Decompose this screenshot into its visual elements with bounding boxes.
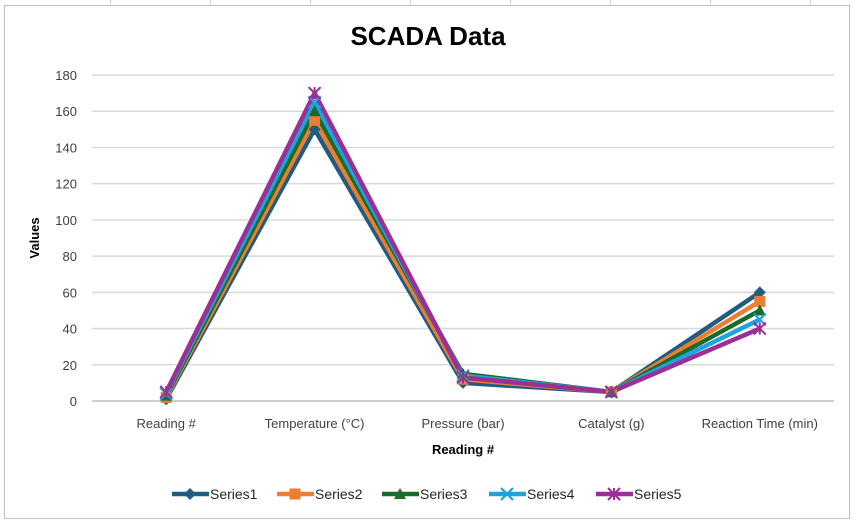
y-tick-label: 40 bbox=[63, 322, 77, 337]
x-tick-label: Catalyst (g) bbox=[578, 416, 644, 431]
chart-title: SCADA Data bbox=[350, 21, 506, 51]
x-axis-ticks: Reading # Temperature (°C) Pressure (bar) C… bbox=[137, 416, 818, 431]
y-axis-ticks: 0 20 40 60 80 100 120 140 160 180 bbox=[55, 68, 77, 409]
y-tick-label: 180 bbox=[55, 68, 77, 83]
data-point[interactable] bbox=[290, 489, 301, 500]
series-lines bbox=[160, 87, 766, 405]
y-axis-title: Values bbox=[27, 217, 42, 258]
x-tick-label: Pressure (bar) bbox=[421, 416, 504, 431]
x-tick-label: Reaction Time (min) bbox=[702, 416, 818, 431]
legend-label: Series5 bbox=[634, 486, 682, 502]
legend-label: Series2 bbox=[315, 486, 363, 502]
y-tick-label: 80 bbox=[63, 249, 77, 264]
y-tick-label: 140 bbox=[55, 140, 77, 155]
legend-label: Series4 bbox=[527, 486, 575, 502]
data-point[interactable] bbox=[184, 488, 196, 500]
legend-item[interactable]: Series2 bbox=[277, 486, 363, 502]
series-line[interactable] bbox=[166, 120, 760, 397]
gridlines bbox=[92, 75, 834, 401]
legend-item[interactable]: Series5 bbox=[596, 486, 682, 502]
series-line[interactable] bbox=[166, 93, 760, 392]
legend-item[interactable]: Series1 bbox=[172, 486, 258, 502]
x-tick-label: Temperature (°C) bbox=[265, 416, 365, 431]
data-point[interactable] bbox=[309, 115, 320, 126]
y-tick-label: 120 bbox=[55, 177, 77, 192]
x-axis-title: Reading # bbox=[432, 442, 495, 457]
legend-item[interactable]: Series4 bbox=[489, 486, 575, 502]
x-tick-label: Reading # bbox=[137, 416, 197, 431]
legend[interactable]: Series1 Series2 Series3 Series4 Series5 bbox=[172, 486, 682, 502]
y-tick-label: 60 bbox=[63, 285, 77, 300]
legend-label: Series1 bbox=[210, 486, 258, 502]
y-tick-label: 0 bbox=[70, 394, 77, 409]
legend-item[interactable]: Series3 bbox=[382, 486, 468, 502]
y-tick-label: 100 bbox=[55, 213, 77, 228]
y-tick-label: 160 bbox=[55, 104, 77, 119]
y-tick-label: 20 bbox=[63, 358, 77, 373]
legend-label: Series3 bbox=[420, 486, 468, 502]
data-point[interactable] bbox=[309, 87, 321, 99]
